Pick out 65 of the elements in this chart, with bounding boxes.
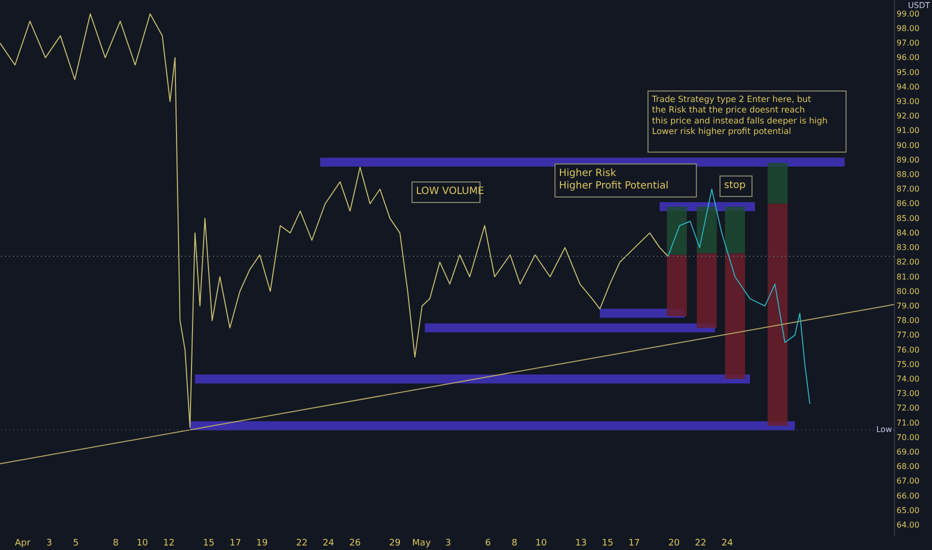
y-tick-label: 79.00	[896, 301, 920, 310]
y-tick-label: 87.00	[896, 184, 920, 194]
y-tick-label: 65.00	[896, 506, 920, 515]
y-tick-label: 96.00	[896, 53, 920, 62]
x-tick-label: 19	[256, 538, 268, 548]
x-tick-label: 5	[72, 538, 79, 548]
y-tick-label: 80.00	[896, 286, 920, 296]
x-tick-label: Apr	[14, 538, 31, 548]
y-tick-label: 85.00	[896, 214, 920, 223]
x-tick-label: 15	[602, 538, 614, 548]
x-tick-label: 29	[389, 538, 401, 548]
y-tick-label: 94.00	[896, 82, 920, 92]
y-tick-label: 99.00	[896, 9, 920, 18]
ref-line-label: Low	[876, 425, 892, 434]
x-tick-label: 24	[322, 538, 334, 548]
y-tick-label: 95.00	[896, 68, 920, 77]
y-tick-label: 70.00	[896, 432, 920, 442]
y-tick-label: 93.00	[896, 97, 920, 106]
y-tick-label: 68.00	[896, 462, 920, 472]
y-tick-label: 73.00	[896, 389, 920, 398]
y-tick-label: 71.00	[896, 418, 920, 428]
y-tick-label: 74.00	[896, 374, 920, 384]
y-tick-label: 98.00	[896, 24, 920, 33]
y-tick-label: 92.00	[896, 112, 920, 121]
x-tick-label: 10	[136, 538, 148, 548]
y-tick-label: 72.00	[896, 404, 920, 413]
y-axis-title: USDT	[908, 1, 930, 10]
y-tick-label: 91.00	[896, 126, 920, 136]
y-tick-label: 66.00	[896, 491, 920, 500]
y-tick-label: 84.00	[896, 228, 920, 238]
x-tick-label: May	[412, 538, 432, 548]
x-tick-label: 3	[445, 538, 451, 548]
y-tick-label: 90.00	[896, 140, 920, 150]
x-tick-label: 20	[668, 538, 680, 548]
y-tick-label: 69.00	[896, 448, 920, 457]
x-tick-label: 13	[575, 538, 587, 548]
annotation: stop	[724, 180, 746, 191]
x-tick-label: 17	[230, 538, 242, 548]
y-tick-label: 82.00	[896, 258, 920, 267]
y-tick-label: 67.00	[896, 476, 920, 486]
x-tick-label: 6	[485, 538, 492, 548]
y-tick-label: 75.00	[896, 360, 920, 369]
x-tick-label: 8	[512, 538, 518, 548]
y-tick-label: 81.00	[896, 272, 920, 282]
x-tick-label: 8	[112, 538, 119, 548]
x-tick-label: 24	[721, 538, 734, 548]
x-tick-label: 3	[46, 538, 52, 548]
x-tick-label: 17	[628, 538, 640, 548]
annotation: Trade Strategy type 2 Enter here, but the Risk that the price doesnt reach this price and instead falls deeper is high Lower risk higher profit potential	[651, 95, 828, 137]
y-tick-label: 83.00	[896, 243, 920, 252]
x-tick-label: 12	[163, 538, 175, 548]
y-tick-label: 64.00	[896, 520, 920, 530]
y-tick-label: 76.00	[896, 345, 920, 354]
x-tick-label: 10	[535, 538, 548, 548]
x-tick-label: 22	[296, 538, 308, 548]
annotation: Higher Risk Higher Profit Potential	[559, 168, 668, 192]
x-tick-label: 15	[203, 538, 214, 548]
x-tick-label: 26	[349, 538, 361, 548]
y-tick-label: 89.00	[896, 155, 920, 164]
y-tick-label: 78.00	[896, 316, 920, 326]
y-tick-label: 88.00	[896, 170, 920, 180]
y-tick-label: 86.00	[896, 199, 920, 208]
x-tick-label: 22	[694, 538, 706, 548]
y-tick-label: 77.00	[896, 330, 920, 340]
y-tick-label: 97.00	[896, 38, 920, 48]
